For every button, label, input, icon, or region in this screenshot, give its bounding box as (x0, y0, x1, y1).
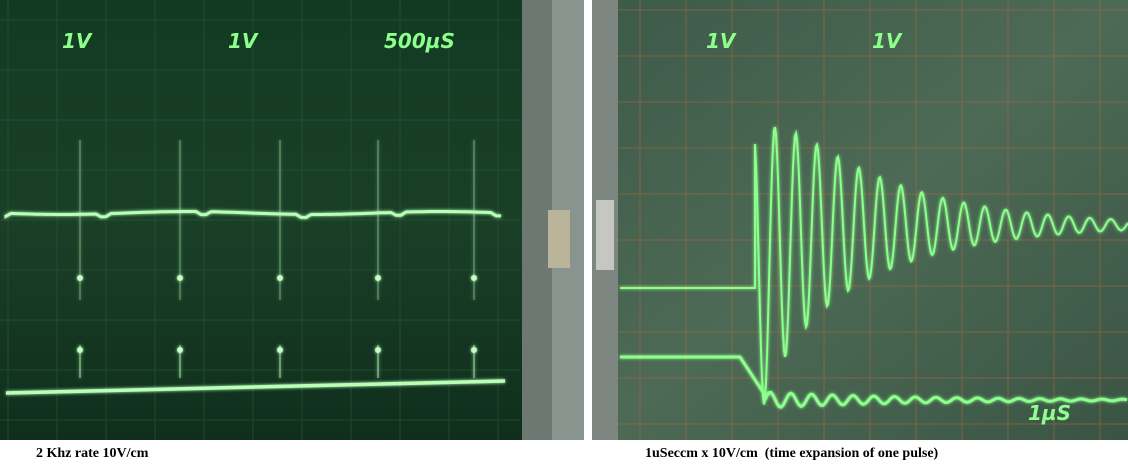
dot (375, 347, 381, 353)
trace (4, 140, 506, 395)
bezel (522, 0, 552, 440)
dot (177, 347, 183, 353)
trace-line (620, 126, 1128, 405)
channel-label: 1V (228, 29, 259, 53)
caption: 1uSeccm x 10V/cm (time expansion of one … (645, 446, 939, 461)
cal-label (548, 210, 570, 268)
trace-line (620, 355, 1128, 409)
dot (471, 275, 477, 281)
timebase-label: 500µS (384, 29, 455, 53)
screen (592, 0, 1128, 440)
caption: 2 Khz rate 10V/cm (36, 446, 149, 461)
dot (277, 347, 283, 353)
trace-line (4, 210, 502, 220)
dot (277, 275, 283, 281)
right-photo: 1V 1V 1µS (592, 0, 1128, 440)
trace-line (5, 379, 506, 395)
grid (0, 0, 520, 440)
dot (375, 275, 381, 281)
left-photo: 1V 1V 500µS (0, 0, 584, 440)
dot (177, 275, 183, 281)
trace (620, 126, 1128, 409)
timebase-label: 1µS (1028, 401, 1071, 425)
channel-label: 1V (872, 29, 903, 53)
channel-label: 1V (62, 29, 93, 53)
dot (77, 347, 83, 353)
dot (471, 347, 477, 353)
dot (77, 275, 83, 281)
channel-label: 1V (706, 29, 737, 53)
knob (596, 200, 614, 270)
photos: 1V 1V 500µS 1V 1V 1µS (0, 0, 1128, 440)
